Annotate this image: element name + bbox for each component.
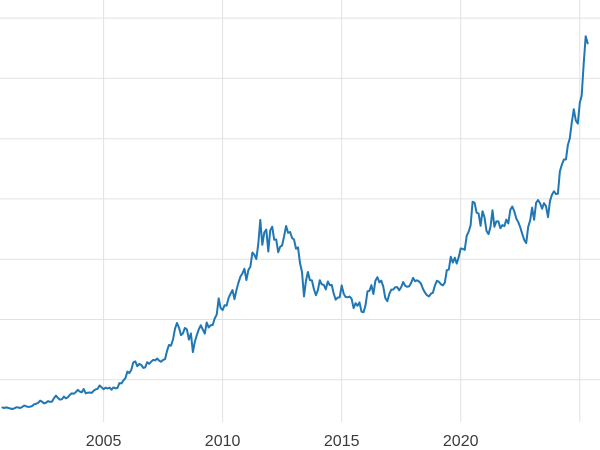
x-tick-label: 2015 xyxy=(324,433,360,450)
x-tick-label: 2010 xyxy=(205,433,241,450)
x-tick-label: 2020 xyxy=(443,433,479,450)
price-line xyxy=(1,35,589,410)
x-tick-label: 2005 xyxy=(86,433,122,450)
x-axis-tick-labels: 2005 2010 2015 2020 xyxy=(86,433,479,450)
gridlines xyxy=(0,0,600,422)
series-path xyxy=(1,35,589,410)
